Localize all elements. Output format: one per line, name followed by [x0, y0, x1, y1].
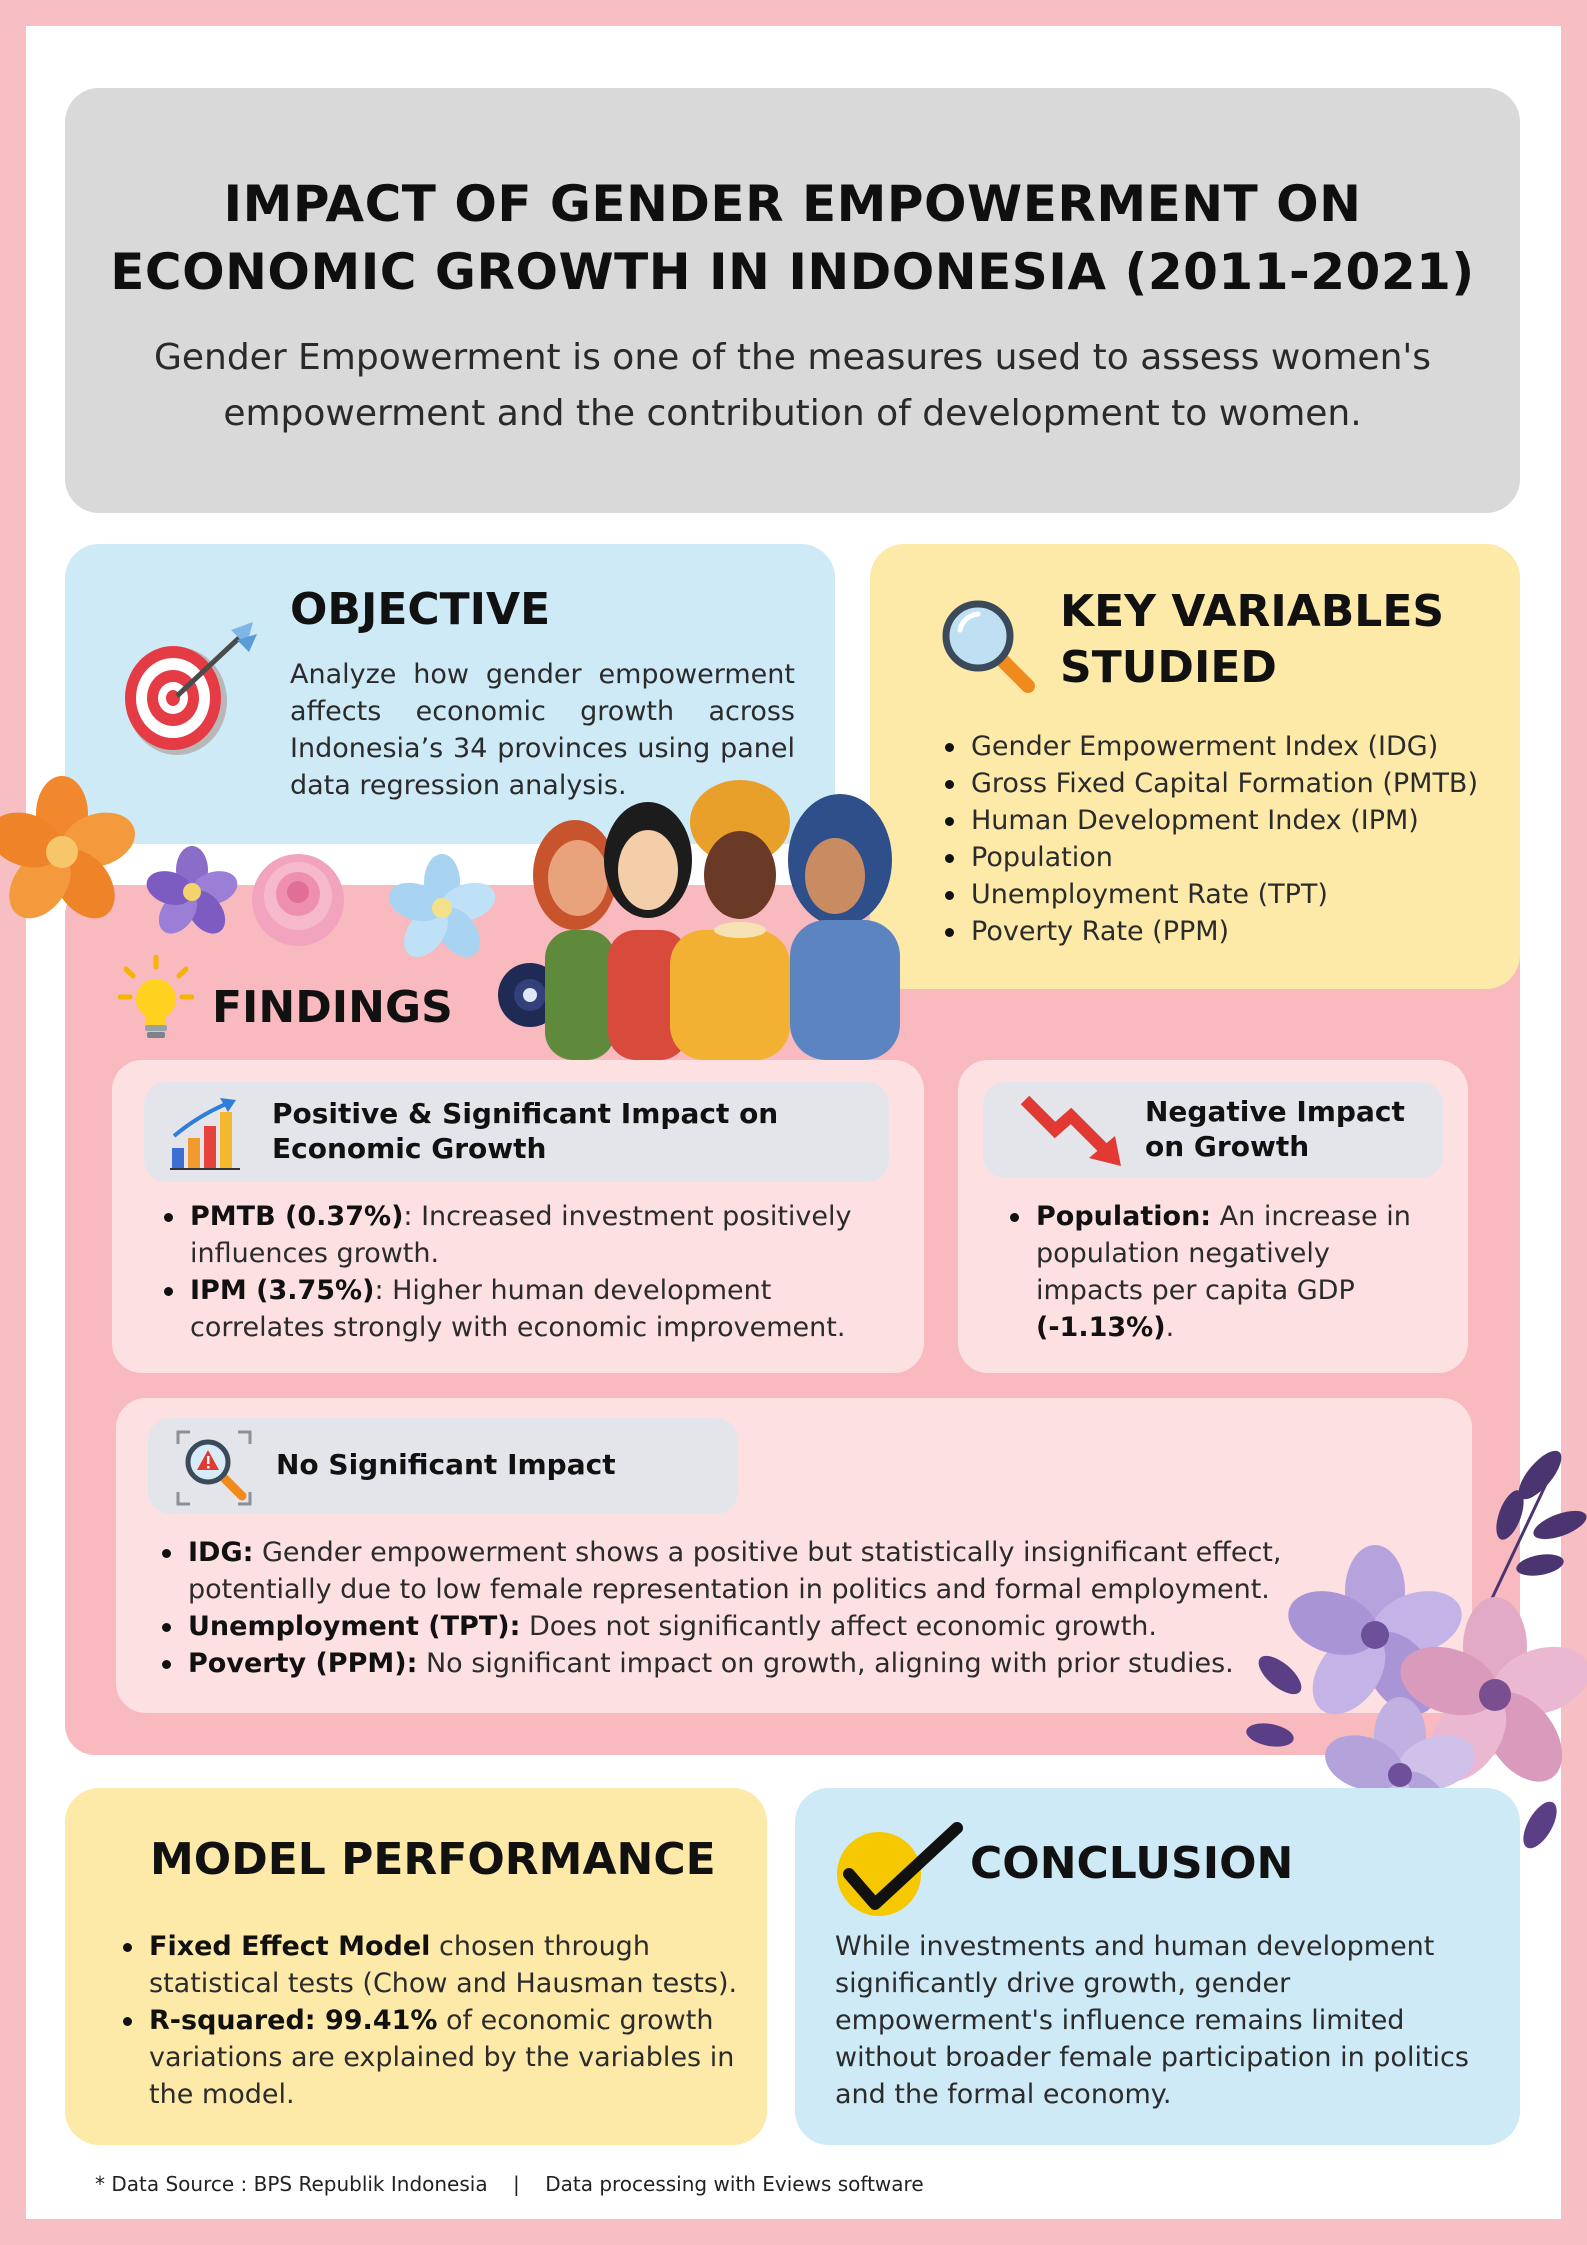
item-text: Gender empowerment shows a positive but … [253, 1537, 1282, 1568]
key-variables-heading: KEY VARIABLES STUDIED [1060, 584, 1444, 696]
no-significant-title-chip: No Significant Impact [148, 1418, 738, 1514]
item-text: correlates strongly with economic improv… [190, 1312, 846, 1343]
item-bold: Fixed Effect Model [149, 1931, 431, 1962]
model-performance-list: Fixed Effect Model chosen through statis… [113, 1928, 753, 2113]
title-line-2: ECONOMIC GROWTH IN INDONESIA (2011-2021) [110, 243, 1475, 301]
item-bold: Unemployment (TPT): [188, 1611, 521, 1642]
item-bold: IPM (3.75%) [190, 1275, 375, 1306]
processing-note: Data processing with Eviews software [545, 2172, 924, 2196]
target-icon [125, 622, 257, 755]
footer-separator: | [513, 2172, 520, 2196]
positive-title-line-1: Positive & Significant Impact on [272, 1097, 779, 1130]
item-bold: Population: [1036, 1201, 1212, 1232]
list-item: Population: An increase in population ne… [1000, 1198, 1440, 1346]
key-variables-list: Gender Empowerment Index (IDG) Gross Fix… [935, 728, 1515, 950]
page-title: IMPACT OF GENDER EMPOWERMENT ON ECONOMIC… [65, 170, 1520, 306]
warning-search-icon [176, 1430, 252, 1506]
conclusion-heading: CONCLUSION [970, 1838, 1294, 1889]
conclusion-line: significantly drive growth, gender [835, 1968, 1291, 1999]
item-text: chosen through [430, 1931, 650, 1962]
key-variables-panel: KEY VARIABLES STUDIED Gender Empowerment… [870, 544, 1520, 989]
footer: * Data Source : BPS Republik Indonesia |… [95, 2172, 924, 2196]
item-bold: PMTB (0.37%) [190, 1201, 404, 1232]
women-illustration [498, 780, 900, 1060]
item-text: potentially due to low female representa… [188, 1574, 1270, 1605]
item-bold: Poverty (PPM): [188, 1648, 418, 1679]
list-item: PMTB (0.37%): Increased investment posit… [154, 1198, 914, 1272]
item-text: impacts per capita GDP [1036, 1275, 1355, 1306]
item-bold: R-squared: 99.41% [149, 2005, 438, 2036]
negative-impact-list: Population: An increase in population ne… [1000, 1198, 1440, 1346]
key-variables-heading-line-2: STUDIED [1060, 642, 1277, 693]
list-item: Population [935, 839, 1515, 876]
item-text: Does not significantly affect economic g… [520, 1611, 1157, 1642]
checkmark-icon [837, 1822, 963, 1916]
bar-chart-growth-icon [170, 1098, 240, 1170]
conclusion-text: While investments and human development … [835, 1928, 1505, 2113]
list-item: Gender Empowerment Index (IDG) [935, 728, 1515, 765]
item-text: : Higher human development [374, 1275, 772, 1306]
negative-impact-title: Negative Impact on Growth [1145, 1094, 1405, 1164]
item-bold: (-1.13%) [1036, 1312, 1166, 1343]
no-significant-list: IDG: Gender empowerment shows a positive… [152, 1534, 1452, 1682]
objective-text: Analyze how gender empowerment affects e… [290, 659, 795, 801]
flowers-illustration [0, 776, 496, 958]
subtitle-line-2: empowerment and the contribution of deve… [223, 393, 1362, 434]
item-text: An increase in [1211, 1201, 1411, 1232]
no-significant-title: No Significant Impact [276, 1448, 616, 1481]
list-item: Poverty Rate (PPM) [935, 913, 1515, 950]
list-item: Poverty (PPM): No significant impact on … [152, 1645, 1452, 1682]
findings-heading: FINDINGS [212, 982, 453, 1033]
item-text: No significant impact on growth, alignin… [417, 1648, 1234, 1679]
positive-impact-title-chip: Positive & Significant Impact on Economi… [144, 1082, 889, 1182]
model-performance-heading: MODEL PERFORMANCE [150, 1834, 716, 1885]
header-panel: IMPACT OF GENDER EMPOWERMENT ON ECONOMIC… [65, 88, 1520, 513]
trend-down-icon [1020, 1095, 1121, 1166]
objective-heading: OBJECTIVE [290, 584, 551, 635]
item-text: : Increased investment positively [403, 1201, 852, 1232]
list-item: R-squared: 99.41% of economic growth var… [113, 2002, 753, 2113]
list-item: Unemployment (TPT): Does not significant… [152, 1608, 1452, 1645]
positive-title-line-2: Economic Growth [272, 1132, 547, 1165]
negative-impact-title-chip: Negative Impact on Growth [983, 1082, 1443, 1178]
subtitle-line-1: Gender Empowerment is one of the measure… [153, 337, 1432, 378]
key-variables-heading-line-1: KEY VARIABLES [1060, 586, 1445, 637]
list-item: Human Development Index (IPM) [935, 802, 1515, 839]
positive-impact-list: PMTB (0.37%): Increased investment posit… [154, 1198, 914, 1346]
no-significant-impact-card: No Significant Impact IDG: Gender empowe… [116, 1398, 1472, 1713]
item-text: of economic growth [437, 2005, 714, 2036]
negative-title-line-1: Negative Impact [1145, 1095, 1405, 1128]
list-item: Fixed Effect Model chosen through statis… [113, 1928, 753, 2002]
purple-flowers-illustration [1246, 1450, 1587, 1849]
negative-impact-card: Negative Impact on Growth Population: An… [958, 1060, 1468, 1373]
item-text: population negatively [1036, 1238, 1330, 1269]
page-subtitle: Gender Empowerment is one of the measure… [125, 330, 1460, 442]
lightbulb-icon [118, 955, 194, 1038]
item-text: statistical tests (Chow and Hausman test… [149, 1968, 738, 1999]
item-text: influences growth. [190, 1238, 440, 1269]
magnifier-icon [942, 600, 1035, 693]
conclusion-line: and the formal economy. [835, 2079, 1172, 2110]
item-text: the model. [149, 2079, 295, 2110]
model-performance-panel: MODEL PERFORMANCE Fixed Effect Model cho… [65, 1788, 767, 2145]
positive-impact-card: Positive & Significant Impact on Economi… [112, 1060, 924, 1373]
list-item: Gross Fixed Capital Formation (PMTB) [935, 765, 1515, 802]
list-item: IDG: Gender empowerment shows a positive… [152, 1534, 1452, 1608]
conclusion-line: While investments and human development [835, 1931, 1435, 1962]
conclusion-line: without broader female participation in … [835, 2042, 1469, 2073]
title-line-1: IMPACT OF GENDER EMPOWERMENT ON [223, 175, 1362, 233]
conclusion-line: empowerment's influence remains limited [835, 2005, 1405, 2036]
item-bold: IDG: [188, 1537, 254, 1568]
conclusion-panel: CONCLUSION While investments and human d… [795, 1788, 1520, 2145]
list-item: Unemployment Rate (TPT) [935, 876, 1515, 913]
data-source-note: * Data Source : BPS Republik Indonesia [95, 2172, 488, 2196]
list-item: IPM (3.75%): Higher human development co… [154, 1272, 914, 1346]
negative-title-line-2: on Growth [1145, 1130, 1310, 1163]
item-text: variations are explained by the variable… [149, 2042, 735, 2073]
positive-impact-title: Positive & Significant Impact on Economi… [272, 1096, 778, 1166]
item-text: . [1165, 1312, 1175, 1343]
